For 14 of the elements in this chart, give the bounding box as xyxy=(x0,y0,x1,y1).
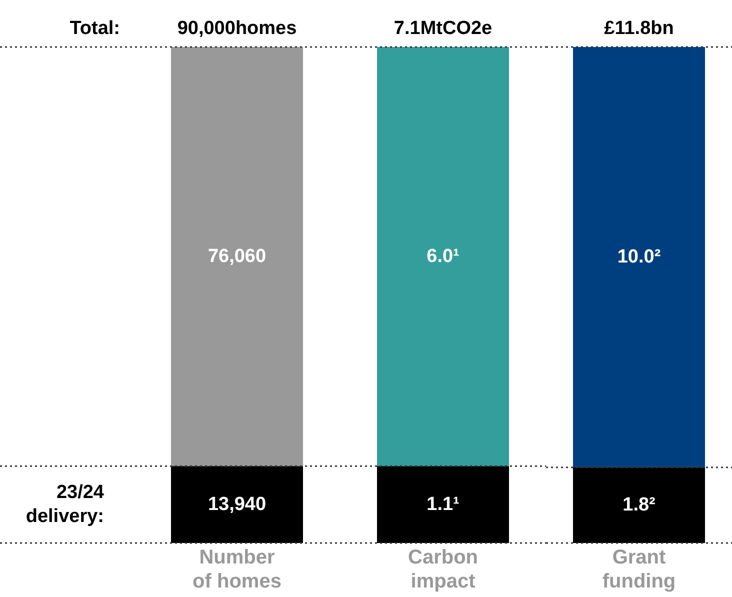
total-label: £11.8bn xyxy=(604,18,674,40)
x-tick-label: Grant funding xyxy=(602,546,676,593)
data-label: 10.0² xyxy=(617,246,661,268)
x-tick-label: Carbon impact xyxy=(408,546,478,593)
total-label: 7.1MtCO2e xyxy=(394,18,492,40)
text: Total: xyxy=(70,18,120,40)
data-label: 1.1¹ xyxy=(426,494,460,515)
text: 23/24 delivery: xyxy=(26,482,104,527)
x-tick-label: Number of homes xyxy=(192,546,282,593)
data-label: 13,940 xyxy=(208,494,266,515)
data-label: 6.0¹ xyxy=(426,246,460,267)
total-label: 90,000homes xyxy=(177,18,297,40)
data-label: 76,060 xyxy=(208,246,266,267)
data-label: 1.8² xyxy=(622,494,656,516)
